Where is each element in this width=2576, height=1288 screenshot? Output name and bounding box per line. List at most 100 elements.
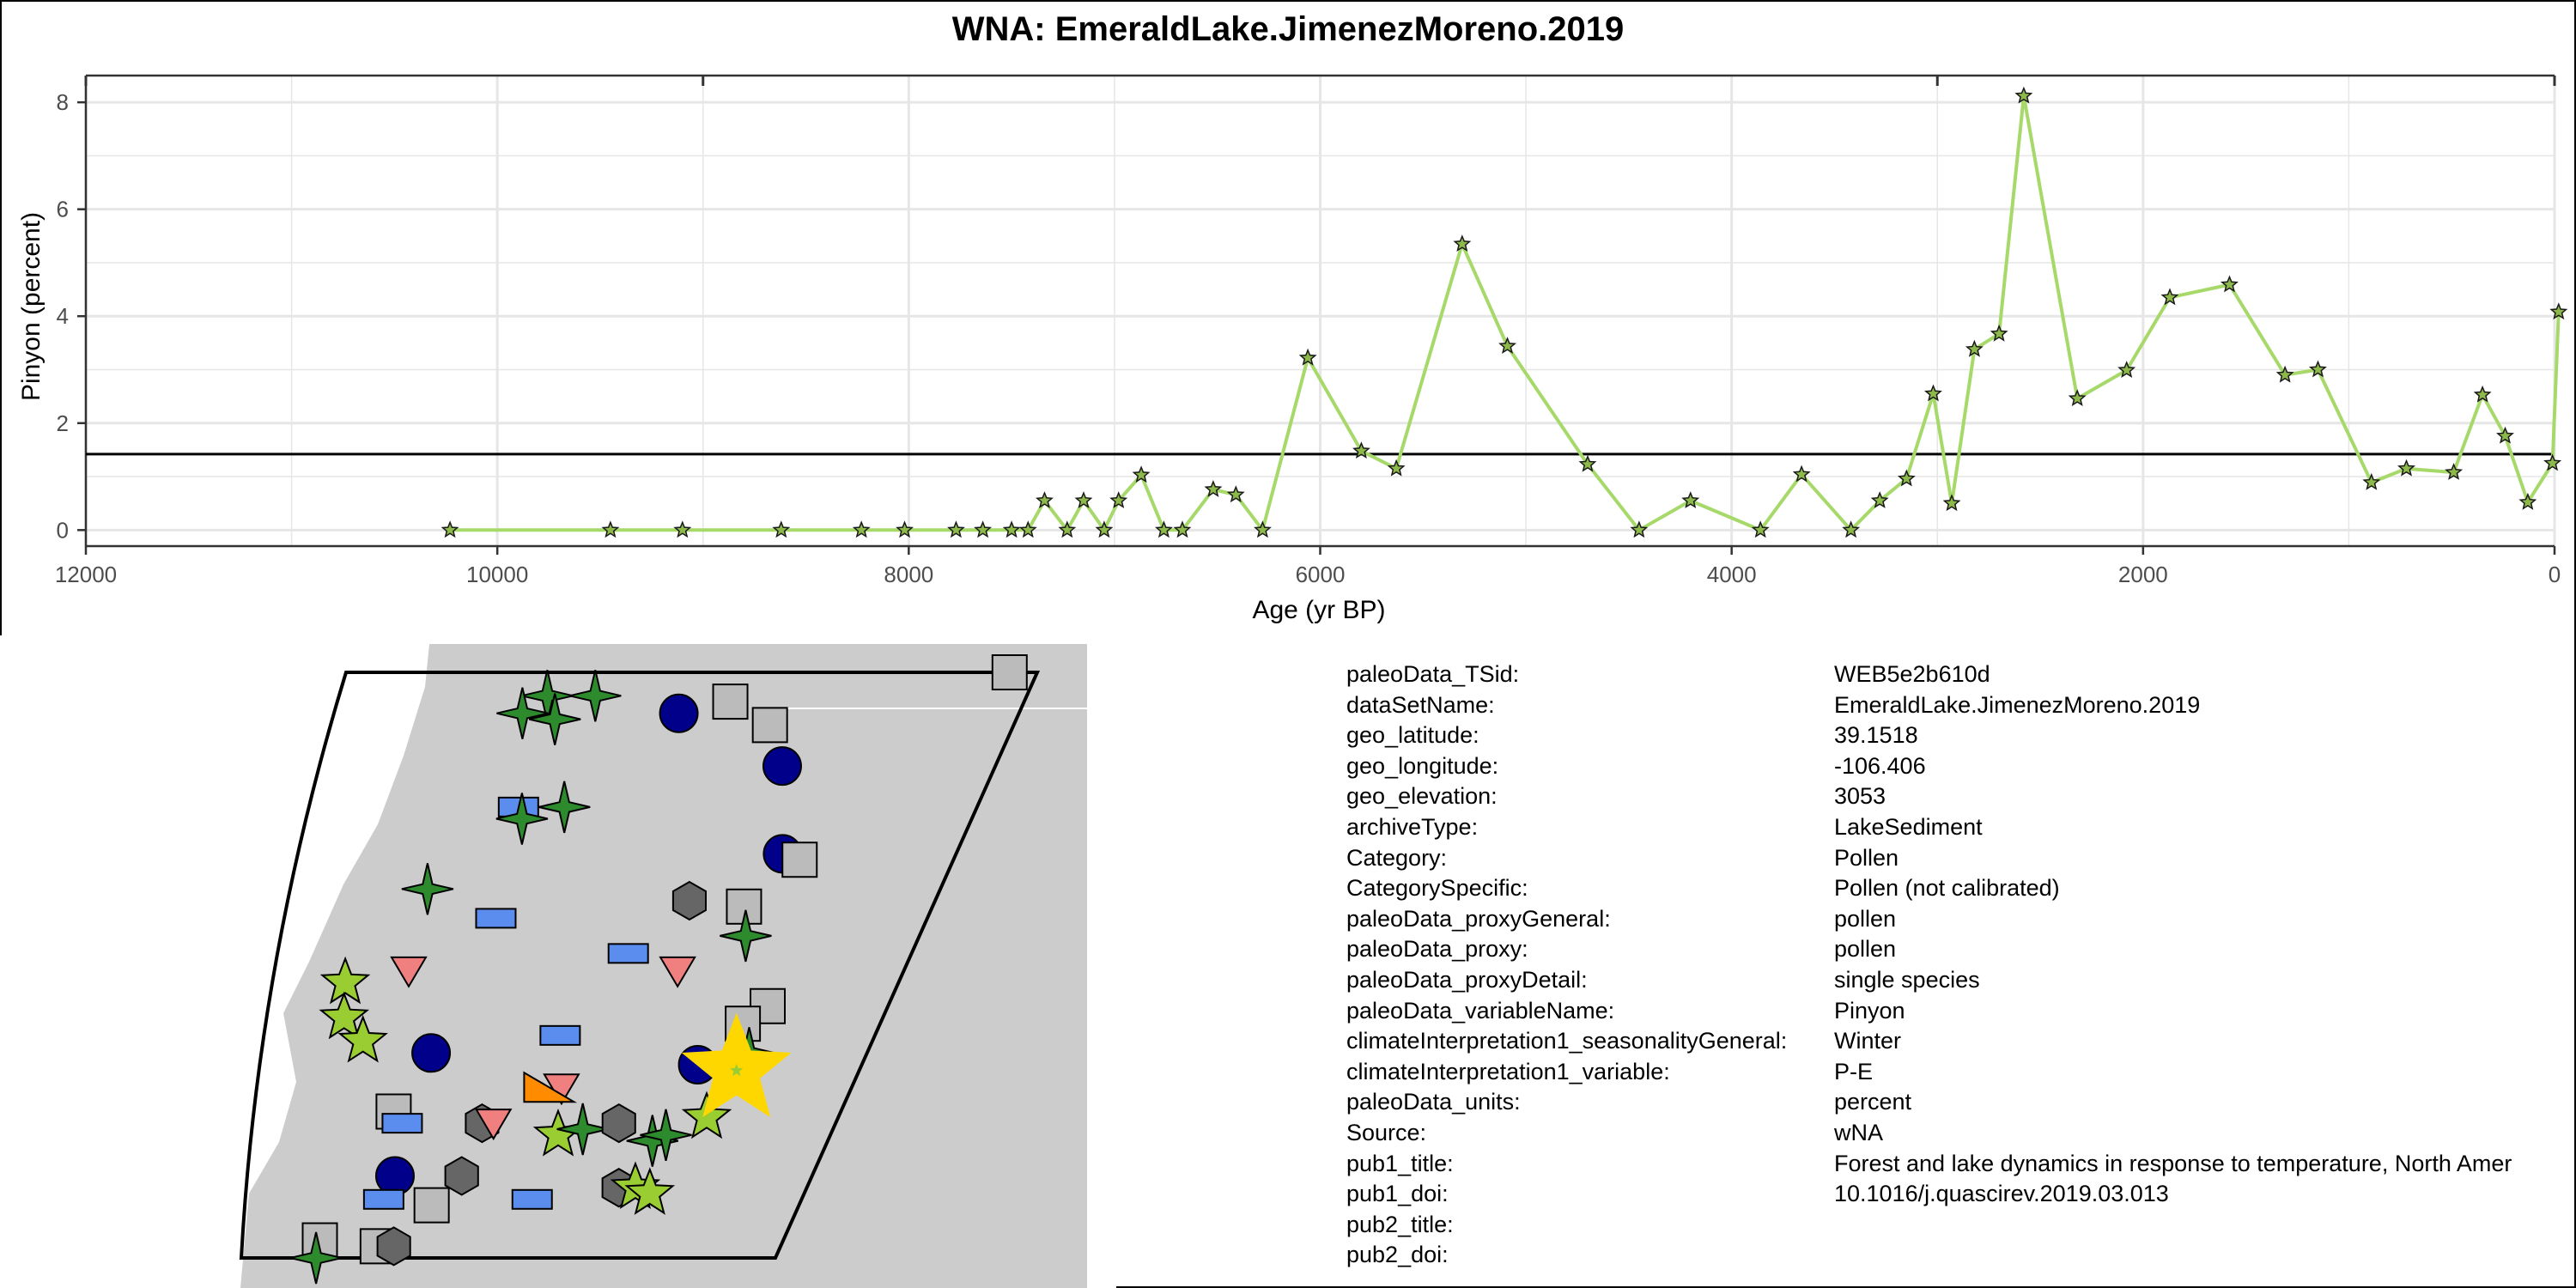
data-point [1002,520,1021,538]
data-point [1453,234,1472,252]
metadata-row: Category: Pollen [1346,843,2576,874]
site-marker [640,1109,692,1162]
metadata-key: paleoData_variableName: [1346,997,1615,1024]
site-marker [607,943,649,964]
site-marker [319,956,371,1005]
site-marker [413,1187,450,1224]
x-tick-label: 8000 [884,562,933,587]
metadata-value: 3053 [1834,783,1886,810]
x-axis-label: Age (yr BP) [1252,596,1385,624]
metadata-key: archiveType: [1346,813,1479,840]
chart-title: WNA: EmeraldLake.JimenezMoreno.2019 [951,10,1625,48]
data-point [1942,494,1961,512]
metadata-row: paleoData_variableName: Pinyon [1346,996,2576,1027]
site-map [0,635,1116,1288]
metadata-key: Category: [1346,844,1448,871]
data-point [1018,520,1037,538]
map-projection-outline [239,671,1041,1260]
data-point [1352,441,1370,459]
data-point [2308,360,2327,378]
data-point [1578,454,1597,472]
site-marker [569,670,622,722]
y-tick-label: 2 [57,410,69,436]
data-point [1681,491,1700,508]
data-point [1074,491,1093,508]
metadata-value: single species [1834,966,1980,993]
site-marker [401,863,454,915]
data-point [2518,492,2537,510]
data-point [1155,520,1173,538]
metadata-row: paleoData_TSid: WEB5e2b610d [1346,659,2576,690]
site-marker [659,956,696,988]
site-marker [381,1113,423,1134]
metadata-value: wNA [1834,1119,1884,1145]
metadata-key: pub1_doi: [1346,1181,1449,1207]
site-marker [411,1033,452,1073]
data-point [1897,469,1916,487]
metadata-key: paleoData_proxyGeneral: [1346,905,1611,932]
map-land [0,635,1116,1288]
data-point [1924,384,1942,402]
site-marker [762,746,802,787]
y-tick-label: 6 [57,197,69,222]
site-marker [496,687,549,739]
y-tick-label: 0 [57,517,69,543]
data-point [1109,491,1128,508]
metadata-panel: paleoData_TSid: WEB5e2b610d dataSetName: Em… [1346,659,2576,1271]
site-marker [362,1188,404,1210]
metadata-row: geo_latitude: 39.1518 [1346,720,2576,751]
data-point [1751,520,1770,538]
data-point [2117,361,2136,379]
y-tick-label: 4 [57,303,69,329]
metadata-row: archiveType: LakeSediment [1346,812,2576,843]
metadata-row: pub1_doi: 10.1016/j.quascirev.2019.03.013 [1346,1179,2576,1210]
metadata-row: paleoData_proxy: pollen [1346,934,2576,965]
chart-axes: 12000 10000 8000 6000 4000 2000 0 0 2 4 6 8 [55,74,2561,587]
data-point [2473,385,2492,403]
metadata-row: geo_longitude: -106.406 [1346,751,2576,782]
metadata-value: Forest and lake dynamics in response to … [1834,1150,2512,1176]
metadata-row: pub2_doi: [1346,1240,2576,1271]
data-point [1132,465,1151,483]
site-marker [376,1226,411,1267]
metadata-key: climateInterpretation1_seasonalityGenera… [1346,1028,1788,1054]
data-point [1498,337,1517,355]
data-point [772,520,791,538]
metadata-row: climateInterpretation1_seasonalityGenera… [1346,1026,2576,1057]
metadata-row: CategorySpecific: Pollen (not calibrated) [1346,873,2576,904]
metadata-key: CategorySpecific: [1346,875,1528,902]
metadata-row: pub2_title: [1346,1210,2576,1241]
metadata-key: geo_longitude: [1346,752,1499,779]
data-point [1298,348,1317,366]
metadata-value: pollen [1834,936,1897,963]
data-point [673,520,692,538]
data-point [2496,426,2514,444]
data-point [1036,491,1054,508]
y-axis-label: Pinyon (percent) [17,212,46,401]
map-markers [289,654,1028,1285]
metadata-row: paleoData_units: percent [1346,1087,2576,1118]
chart-grid [84,76,2556,546]
data-point [2397,459,2416,477]
data-point [1095,520,1114,538]
metadata-key: dataSetName: [1346,691,1495,718]
data-point [974,520,992,538]
site-marker [495,793,549,845]
data-point [2549,302,2568,320]
metadata-key: pub2_doi: [1346,1242,1449,1268]
site-marker [751,707,788,744]
data-point [1842,520,1861,538]
x-tick-label: 4000 [1707,562,1757,587]
data-point [1792,465,1811,483]
site-marker [474,1109,513,1141]
metadata-row: Source: wNA [1346,1118,2576,1149]
chart-series [440,86,2568,538]
site-marker [624,1167,676,1215]
land-area [240,644,1087,1288]
site-marker [511,1188,553,1210]
data-point [440,520,459,538]
data-point [2445,463,2464,480]
site-marker [319,991,370,1040]
metadata-key: geo_latitude: [1346,722,1479,749]
metadata-key: Source: [1346,1119,1427,1145]
